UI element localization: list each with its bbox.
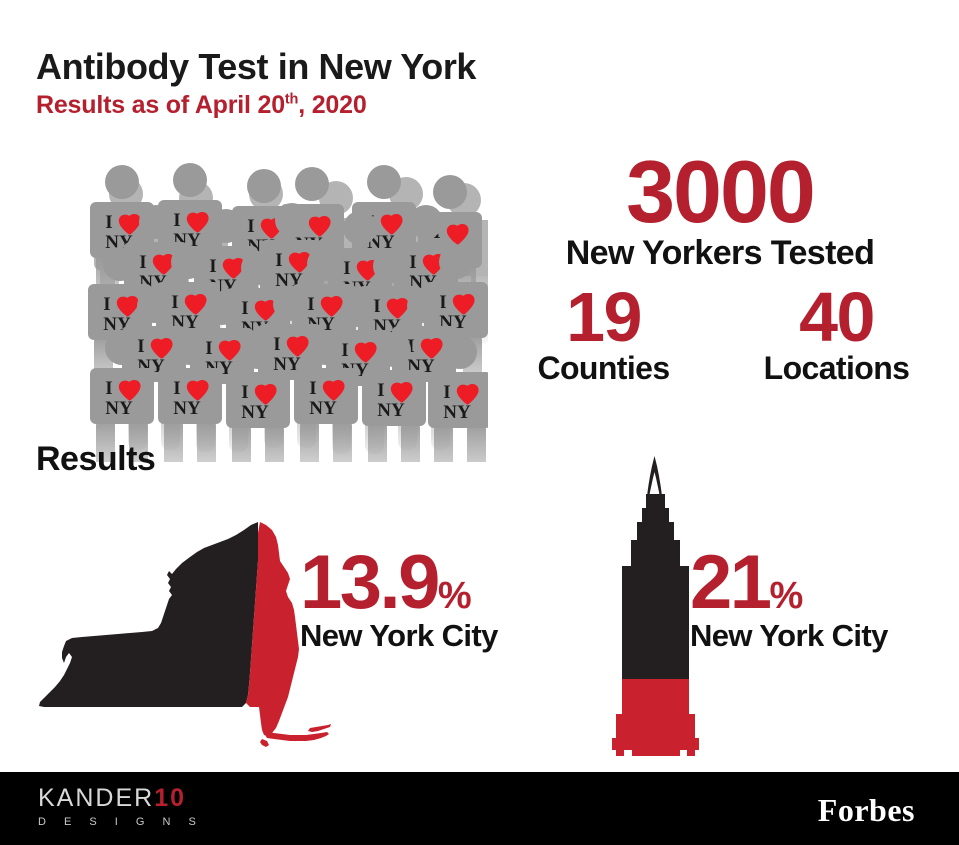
state-result-figure: 13.9% New York City [300, 545, 530, 653]
building-lower-red [612, 679, 699, 756]
forbes-logo: Forbes [817, 792, 915, 828]
kander-brand-accent: 10 [154, 784, 186, 812]
state-percent-caption: New York City [300, 617, 498, 653]
footer-bar: KANDER10 D E S I G N S Forbes [0, 772, 959, 845]
results-heading: Results [36, 440, 156, 478]
state-percent-sign: % [437, 575, 472, 617]
locations-count: 40 [799, 278, 875, 357]
stats-secondary-row: 19 Counties 40 Locations [487, 278, 953, 386]
tested-label: New Yorkers Tested [565, 233, 875, 272]
building-upper-dark [622, 456, 689, 679]
kander-wordmark: KANDER10 [38, 786, 203, 811]
city-percent-value: 21 [690, 540, 772, 625]
new-york-state-map-icon [22, 495, 332, 760]
subtitle-ordinal-suffix: th [284, 91, 299, 108]
counties-label: Counties [537, 349, 670, 386]
subtitle-prefix: Results as of April 20 [36, 90, 285, 119]
locations-stat: 40 Locations [720, 278, 953, 386]
map-staten-island [260, 739, 269, 747]
locations-label: Locations [763, 349, 910, 386]
state-percent-value: 13.9 [300, 540, 440, 625]
map-long-island [264, 732, 329, 741]
skyscraper-icon [596, 452, 716, 762]
map-upstate-region [39, 522, 258, 707]
infographic-header: Antibody Test in New York Results as of … [36, 48, 736, 118]
counties-count: 19 [566, 278, 642, 357]
map-long-island-fork [308, 724, 331, 732]
city-result-figure: 21% New York City [690, 545, 920, 653]
city-percent-row: 21% [690, 545, 920, 621]
stats-panel: 3000 New Yorkers Tested 19 Counties 40 L… [487, 142, 953, 386]
state-percent-row: 13.9% [300, 545, 530, 621]
subtitle-year: , 2020 [298, 90, 367, 119]
counties-stat: 19 Counties [487, 278, 720, 386]
city-percent-caption: New York City [690, 617, 888, 653]
page-subtitle: Results as of April 20th, 2020 [36, 92, 736, 118]
city-percent-sign: % [769, 575, 804, 617]
kander-brand-name: KANDER [38, 784, 155, 812]
page-title: Antibody Test in New York [36, 46, 477, 87]
map-downstate-region [246, 522, 299, 736]
kander10-designs-logo: KANDER10 D E S I G N S [38, 786, 203, 828]
kander-tagline: D E S I G N S [38, 816, 204, 828]
tested-count: 3000 [626, 142, 816, 241]
crowd-pictogram: I NY [78, 132, 488, 462]
